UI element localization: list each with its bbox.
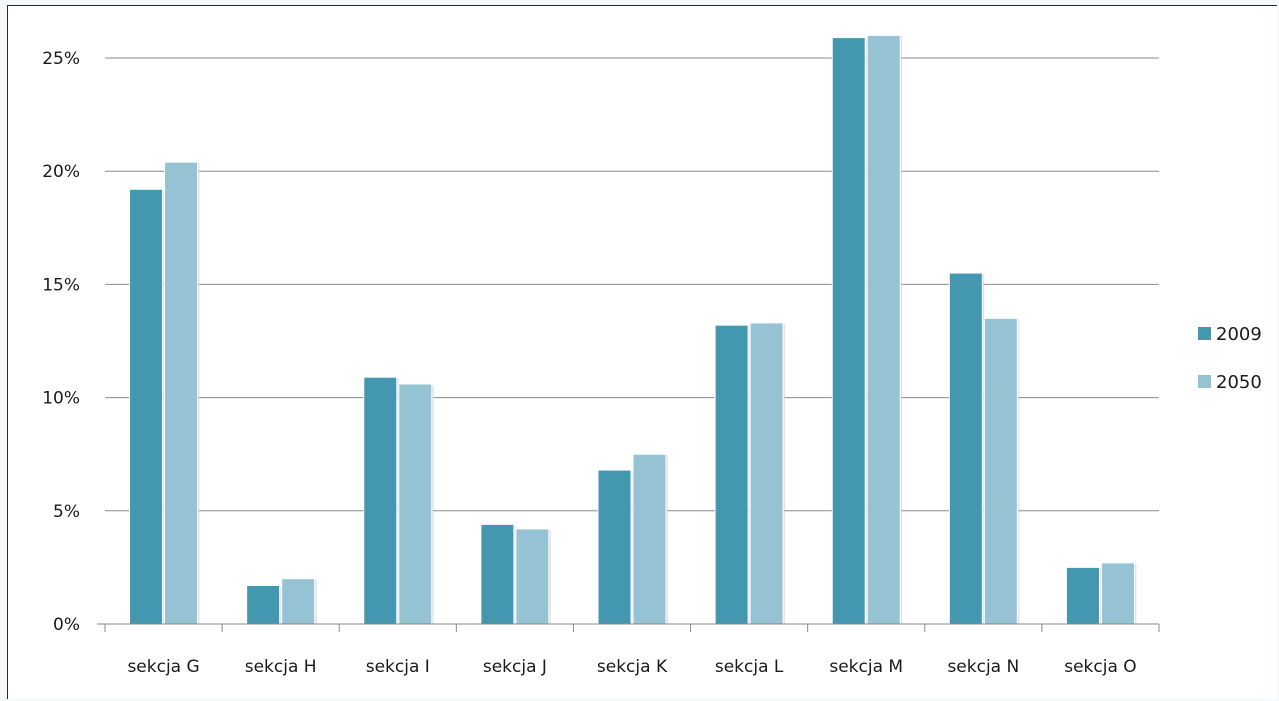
x-tick-label: sekcja O [1064, 657, 1136, 677]
x-tick-label: sekcja N [947, 657, 1019, 677]
y-tick-label: 10% [42, 389, 80, 409]
x-tick-label: sekcja L [715, 657, 784, 677]
x-axis-labels: sekcja G sekcja H sekcja I sekcja J sekcja K… [127, 657, 1136, 677]
legend: 2009 2050 [1198, 324, 1262, 393]
y-axis-labels: 0% 5% 10% 15% 20% 25% [42, 49, 80, 635]
x-tick-label: sekcja G [127, 657, 199, 677]
bar-2050-6 [866, 34, 901, 625]
y-tick-label: 0% [53, 615, 80, 635]
bar-2009-1 [246, 585, 281, 625]
bar-2050-7 [983, 317, 1018, 625]
bar-2050-5 [749, 322, 784, 625]
legend-label: 2050 [1216, 372, 1262, 393]
x-tick-label: sekcja H [245, 657, 317, 677]
bar-2050-0 [164, 161, 199, 625]
bar-2009-5 [714, 324, 749, 625]
bar-2009-8 [1065, 566, 1100, 625]
legend-label: 2009 [1216, 324, 1262, 345]
bar-2050-1 [281, 578, 316, 625]
bar-2050-2 [398, 383, 433, 625]
bar-2009-7 [948, 272, 983, 625]
bars [129, 34, 1137, 625]
x-axis [97, 623, 1160, 632]
bar-2009-2 [363, 376, 398, 625]
bar-2050-8 [1100, 562, 1135, 625]
y-tick-label: 25% [42, 49, 80, 69]
legend-swatch-2009 [1198, 327, 1211, 340]
y-tick-label: 20% [42, 162, 80, 182]
y-tick-label: 5% [53, 502, 80, 522]
legend-swatch-2050 [1198, 375, 1211, 388]
bar-2009-4 [597, 469, 632, 625]
x-tick-label: sekcja K [597, 657, 668, 677]
x-tick-label: sekcja M [829, 657, 903, 677]
y-tick-label: 15% [42, 275, 80, 295]
bar-2009-0 [129, 188, 164, 625]
x-tick-label: sekcja J [483, 657, 547, 677]
x-tick-label: sekcja I [366, 657, 430, 677]
bar-2050-3 [515, 528, 550, 625]
bar-2050-4 [632, 453, 667, 625]
bar-2009-3 [480, 523, 515, 625]
bar-2009-6 [831, 37, 866, 625]
